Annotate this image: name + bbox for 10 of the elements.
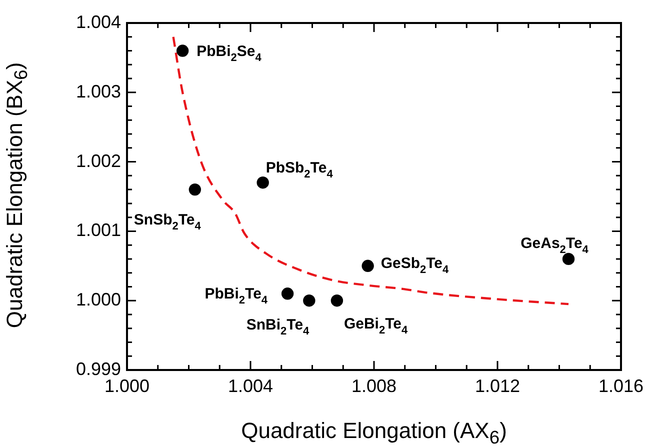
- x-tick-label: 1.012: [474, 376, 520, 396]
- y-tick-label: 1.000: [76, 290, 121, 310]
- y-tick-label: 1.003: [76, 81, 121, 102]
- x-tick-label: 1.004: [228, 376, 274, 396]
- x-axis-title: Quadratic Elongation (AX$_{6}$): [240, 418, 508, 447]
- y-tick-label: 1.004: [76, 12, 121, 32]
- y-tick-label: 1.001: [76, 220, 121, 240]
- x-tick-label: 1.016: [598, 376, 644, 396]
- y-tick-label: 1.002: [76, 150, 121, 171]
- x-tick-label: 1.008: [351, 376, 397, 396]
